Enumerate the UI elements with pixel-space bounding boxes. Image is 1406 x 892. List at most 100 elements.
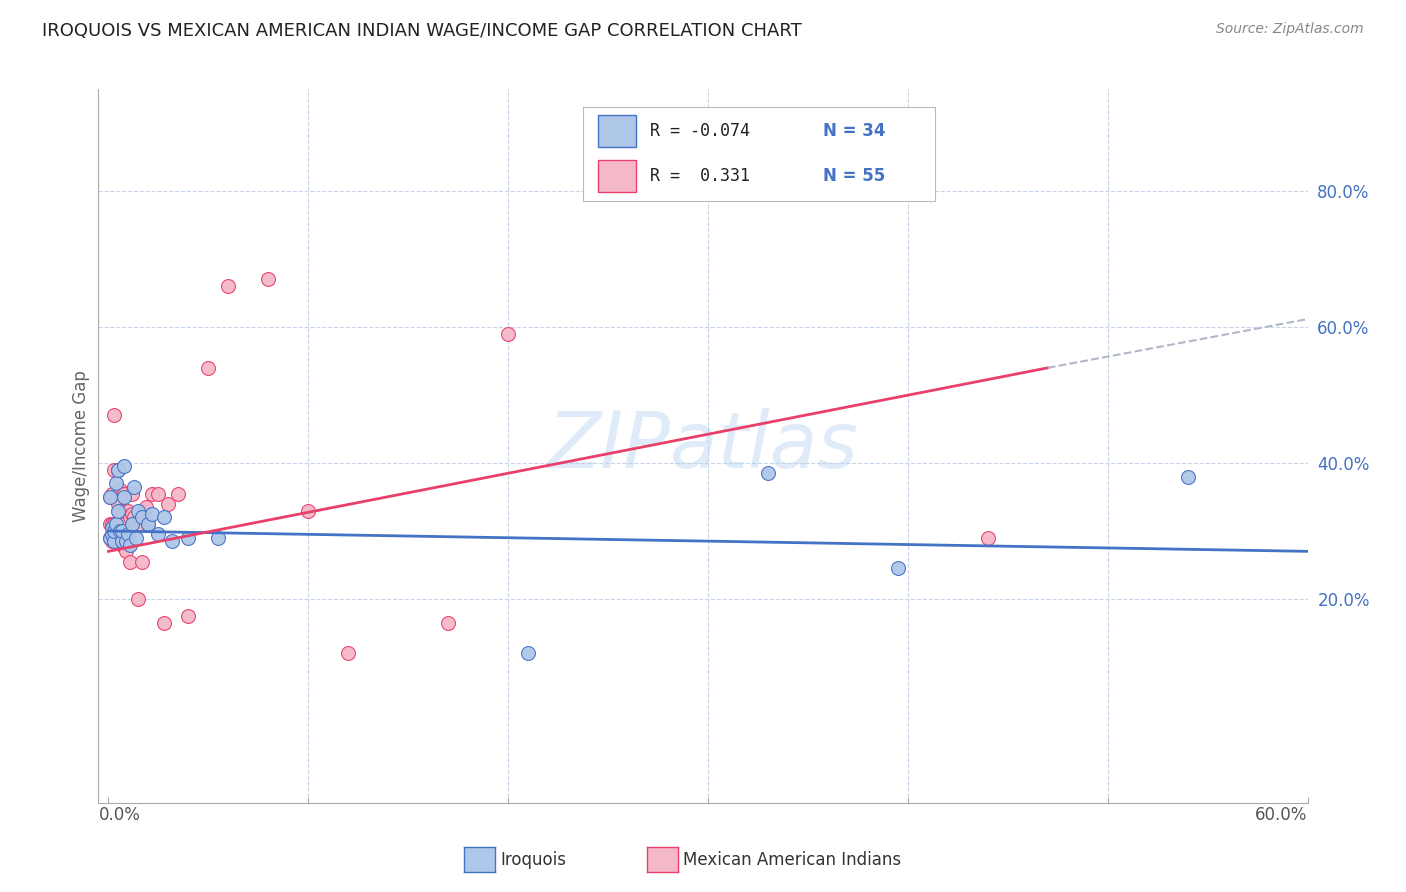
Point: [887, 561, 910, 575]
Point: [103, 409, 125, 423]
Point: [111, 537, 134, 551]
Text: N = 55: N = 55: [823, 167, 884, 185]
Point: [517, 646, 540, 660]
Point: [110, 524, 132, 538]
Point: [977, 531, 1000, 545]
Point: [121, 517, 143, 532]
Point: [148, 486, 170, 500]
Point: [107, 534, 129, 549]
Text: Iroquois: Iroquois: [501, 851, 567, 869]
Point: [112, 459, 135, 474]
Point: [107, 463, 129, 477]
Point: [1177, 469, 1199, 483]
Point: [129, 517, 152, 532]
Point: [177, 608, 200, 623]
Text: IROQUOIS VS MEXICAN AMERICAN INDIAN WAGE/INCOME GAP CORRELATION CHART: IROQUOIS VS MEXICAN AMERICAN INDIAN WAGE…: [42, 22, 801, 40]
Point: [297, 503, 319, 517]
Point: [756, 466, 779, 480]
Point: [157, 497, 180, 511]
Text: 60.0%: 60.0%: [1256, 806, 1308, 824]
Point: [115, 544, 138, 558]
Point: [100, 490, 122, 504]
Point: [112, 517, 135, 532]
Point: [115, 534, 138, 549]
Point: [105, 527, 128, 541]
Point: [121, 507, 143, 521]
Point: [207, 531, 229, 545]
Point: [112, 490, 135, 504]
Point: [103, 463, 125, 477]
Point: [197, 360, 219, 375]
Point: [101, 527, 124, 541]
Point: [167, 486, 190, 500]
Point: [437, 615, 460, 630]
Point: [496, 326, 519, 341]
Point: [117, 527, 139, 541]
Point: [112, 486, 135, 500]
Point: [111, 534, 134, 549]
Point: [105, 476, 128, 491]
FancyBboxPatch shape: [598, 115, 637, 147]
Point: [125, 517, 148, 532]
Point: [153, 615, 176, 630]
Point: [117, 503, 139, 517]
Point: [101, 520, 124, 534]
Point: [138, 517, 160, 532]
Point: [153, 510, 176, 524]
Point: [105, 520, 128, 534]
Point: [101, 486, 124, 500]
Point: [100, 490, 122, 504]
Point: [141, 507, 163, 521]
Point: [127, 591, 149, 606]
Point: [131, 555, 153, 569]
FancyBboxPatch shape: [598, 161, 637, 193]
Point: [110, 483, 132, 498]
Point: [115, 527, 138, 541]
Text: Mexican American Indians: Mexican American Indians: [683, 851, 901, 869]
Point: [217, 279, 239, 293]
Point: [177, 531, 200, 545]
Point: [105, 490, 128, 504]
Point: [107, 463, 129, 477]
Point: [124, 510, 146, 524]
Point: [101, 517, 124, 532]
Point: [111, 507, 134, 521]
Text: R =  0.331: R = 0.331: [650, 167, 751, 185]
Point: [101, 534, 124, 549]
Text: R = -0.074: R = -0.074: [650, 122, 751, 140]
Point: [117, 527, 139, 541]
Point: [162, 534, 184, 549]
Point: [124, 480, 146, 494]
Point: [111, 524, 134, 538]
Point: [100, 531, 122, 545]
Point: [134, 503, 156, 517]
Point: [107, 497, 129, 511]
Point: [257, 272, 280, 286]
Point: [120, 555, 142, 569]
Point: [105, 517, 128, 532]
Point: [120, 510, 142, 524]
Text: ZIPatlas: ZIPatlas: [547, 408, 859, 484]
Point: [111, 486, 134, 500]
Point: [100, 517, 122, 532]
Point: [131, 510, 153, 524]
Point: [125, 531, 148, 545]
Point: [121, 486, 143, 500]
Point: [103, 517, 125, 532]
Point: [135, 500, 157, 515]
Point: [120, 537, 142, 551]
Point: [110, 503, 132, 517]
Point: [103, 524, 125, 538]
Text: 0.0%: 0.0%: [98, 806, 141, 824]
Text: Source: ZipAtlas.com: Source: ZipAtlas.com: [1216, 22, 1364, 37]
Point: [110, 531, 132, 545]
Y-axis label: Wage/Income Gap: Wage/Income Gap: [72, 370, 90, 522]
Point: [107, 520, 129, 534]
Point: [141, 486, 163, 500]
Point: [100, 531, 122, 545]
Point: [107, 503, 129, 517]
Point: [127, 503, 149, 517]
Point: [337, 646, 360, 660]
Text: N = 34: N = 34: [823, 122, 884, 140]
Point: [148, 527, 170, 541]
